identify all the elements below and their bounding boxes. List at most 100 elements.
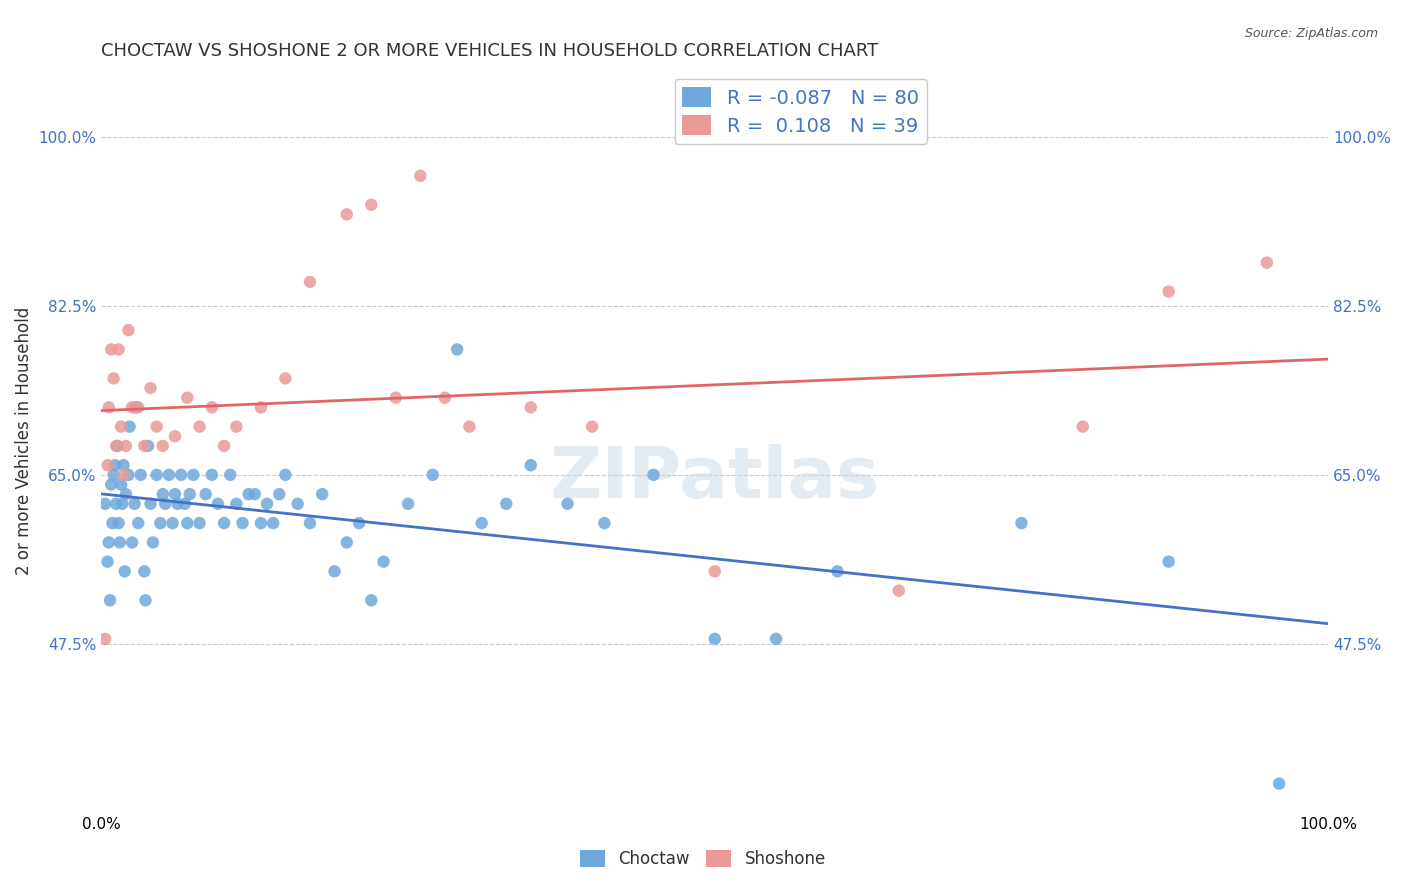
Point bbox=[336, 535, 359, 549]
Point bbox=[225, 419, 247, 434]
Point bbox=[471, 516, 494, 530]
Point bbox=[274, 467, 297, 482]
Text: CHOCTAW VS SHOSHONE 2 OR MORE VEHICLES IN HOUSEHOLD CORRELATION CHART: CHOCTAW VS SHOSHONE 2 OR MORE VEHICLES I… bbox=[101, 42, 879, 60]
Point bbox=[125, 401, 148, 415]
Point bbox=[101, 516, 124, 530]
Point bbox=[112, 467, 135, 482]
Text: ZIPatlas: ZIPatlas bbox=[550, 443, 880, 513]
Point bbox=[96, 458, 118, 473]
Point bbox=[105, 497, 128, 511]
Point bbox=[129, 467, 152, 482]
Legend: Choctaw, Shoshone: Choctaw, Shoshone bbox=[574, 843, 832, 875]
Point bbox=[495, 497, 517, 511]
Point bbox=[1071, 419, 1094, 434]
Point bbox=[243, 487, 266, 501]
Legend: R = -0.087   N = 80, R =  0.108   N = 39: R = -0.087 N = 80, R = 0.108 N = 39 bbox=[675, 79, 927, 144]
Point bbox=[373, 555, 395, 569]
Point bbox=[269, 487, 291, 501]
Point bbox=[145, 467, 167, 482]
Point bbox=[1256, 255, 1278, 269]
Point bbox=[152, 439, 174, 453]
Point bbox=[225, 497, 247, 511]
Point bbox=[166, 497, 188, 511]
Point bbox=[176, 391, 198, 405]
Point bbox=[422, 467, 444, 482]
Point bbox=[124, 497, 146, 511]
Point bbox=[110, 477, 132, 491]
Point bbox=[139, 381, 162, 395]
Point bbox=[311, 487, 333, 501]
Point bbox=[262, 516, 284, 530]
Point bbox=[117, 467, 139, 482]
Point bbox=[111, 497, 134, 511]
Point bbox=[827, 565, 849, 579]
Point bbox=[163, 429, 186, 443]
Point bbox=[107, 516, 129, 530]
Point bbox=[94, 497, 117, 511]
Point bbox=[274, 371, 297, 385]
Point bbox=[121, 401, 143, 415]
Point bbox=[134, 439, 156, 453]
Point bbox=[360, 593, 382, 607]
Point bbox=[145, 419, 167, 434]
Point bbox=[152, 487, 174, 501]
Point bbox=[163, 487, 186, 501]
Point bbox=[250, 516, 273, 530]
Point bbox=[108, 535, 131, 549]
Point bbox=[179, 487, 201, 501]
Point bbox=[135, 593, 157, 607]
Text: Source: ZipAtlas.com: Source: ZipAtlas.com bbox=[1244, 27, 1378, 40]
Point bbox=[703, 565, 725, 579]
Point bbox=[1157, 285, 1180, 299]
Point bbox=[887, 583, 910, 598]
Point bbox=[188, 419, 211, 434]
Point bbox=[183, 467, 205, 482]
Point bbox=[136, 439, 159, 453]
Point bbox=[97, 535, 120, 549]
Point bbox=[103, 371, 125, 385]
Point bbox=[170, 467, 193, 482]
Point bbox=[323, 565, 346, 579]
Point bbox=[94, 632, 117, 646]
Point bbox=[520, 458, 543, 473]
Point bbox=[104, 458, 127, 473]
Point bbox=[231, 516, 253, 530]
Point bbox=[103, 467, 125, 482]
Point bbox=[581, 419, 603, 434]
Point bbox=[1010, 516, 1032, 530]
Point bbox=[643, 467, 665, 482]
Point bbox=[96, 555, 118, 569]
Point bbox=[298, 516, 321, 530]
Point bbox=[188, 516, 211, 530]
Point bbox=[162, 516, 184, 530]
Point bbox=[396, 497, 419, 511]
Point bbox=[336, 207, 359, 221]
Point bbox=[139, 497, 162, 511]
Point bbox=[360, 198, 382, 212]
Point bbox=[256, 497, 278, 511]
Point bbox=[157, 467, 180, 482]
Point bbox=[194, 487, 217, 501]
Point bbox=[134, 565, 156, 579]
Point bbox=[97, 401, 120, 415]
Point bbox=[409, 169, 432, 183]
Point bbox=[142, 535, 165, 549]
Point bbox=[520, 401, 543, 415]
Point bbox=[347, 516, 370, 530]
Point bbox=[1157, 555, 1180, 569]
Point bbox=[765, 632, 787, 646]
Point bbox=[212, 439, 235, 453]
Point bbox=[107, 343, 129, 357]
Point bbox=[100, 343, 122, 357]
Y-axis label: 2 or more Vehicles in Household: 2 or more Vehicles in Household bbox=[15, 307, 32, 575]
Point bbox=[105, 439, 128, 453]
Point bbox=[238, 487, 260, 501]
Point bbox=[121, 535, 143, 549]
Point bbox=[127, 401, 149, 415]
Point bbox=[298, 275, 321, 289]
Point bbox=[176, 516, 198, 530]
Point bbox=[201, 401, 224, 415]
Point bbox=[127, 516, 149, 530]
Point bbox=[98, 593, 121, 607]
Point bbox=[557, 497, 579, 511]
